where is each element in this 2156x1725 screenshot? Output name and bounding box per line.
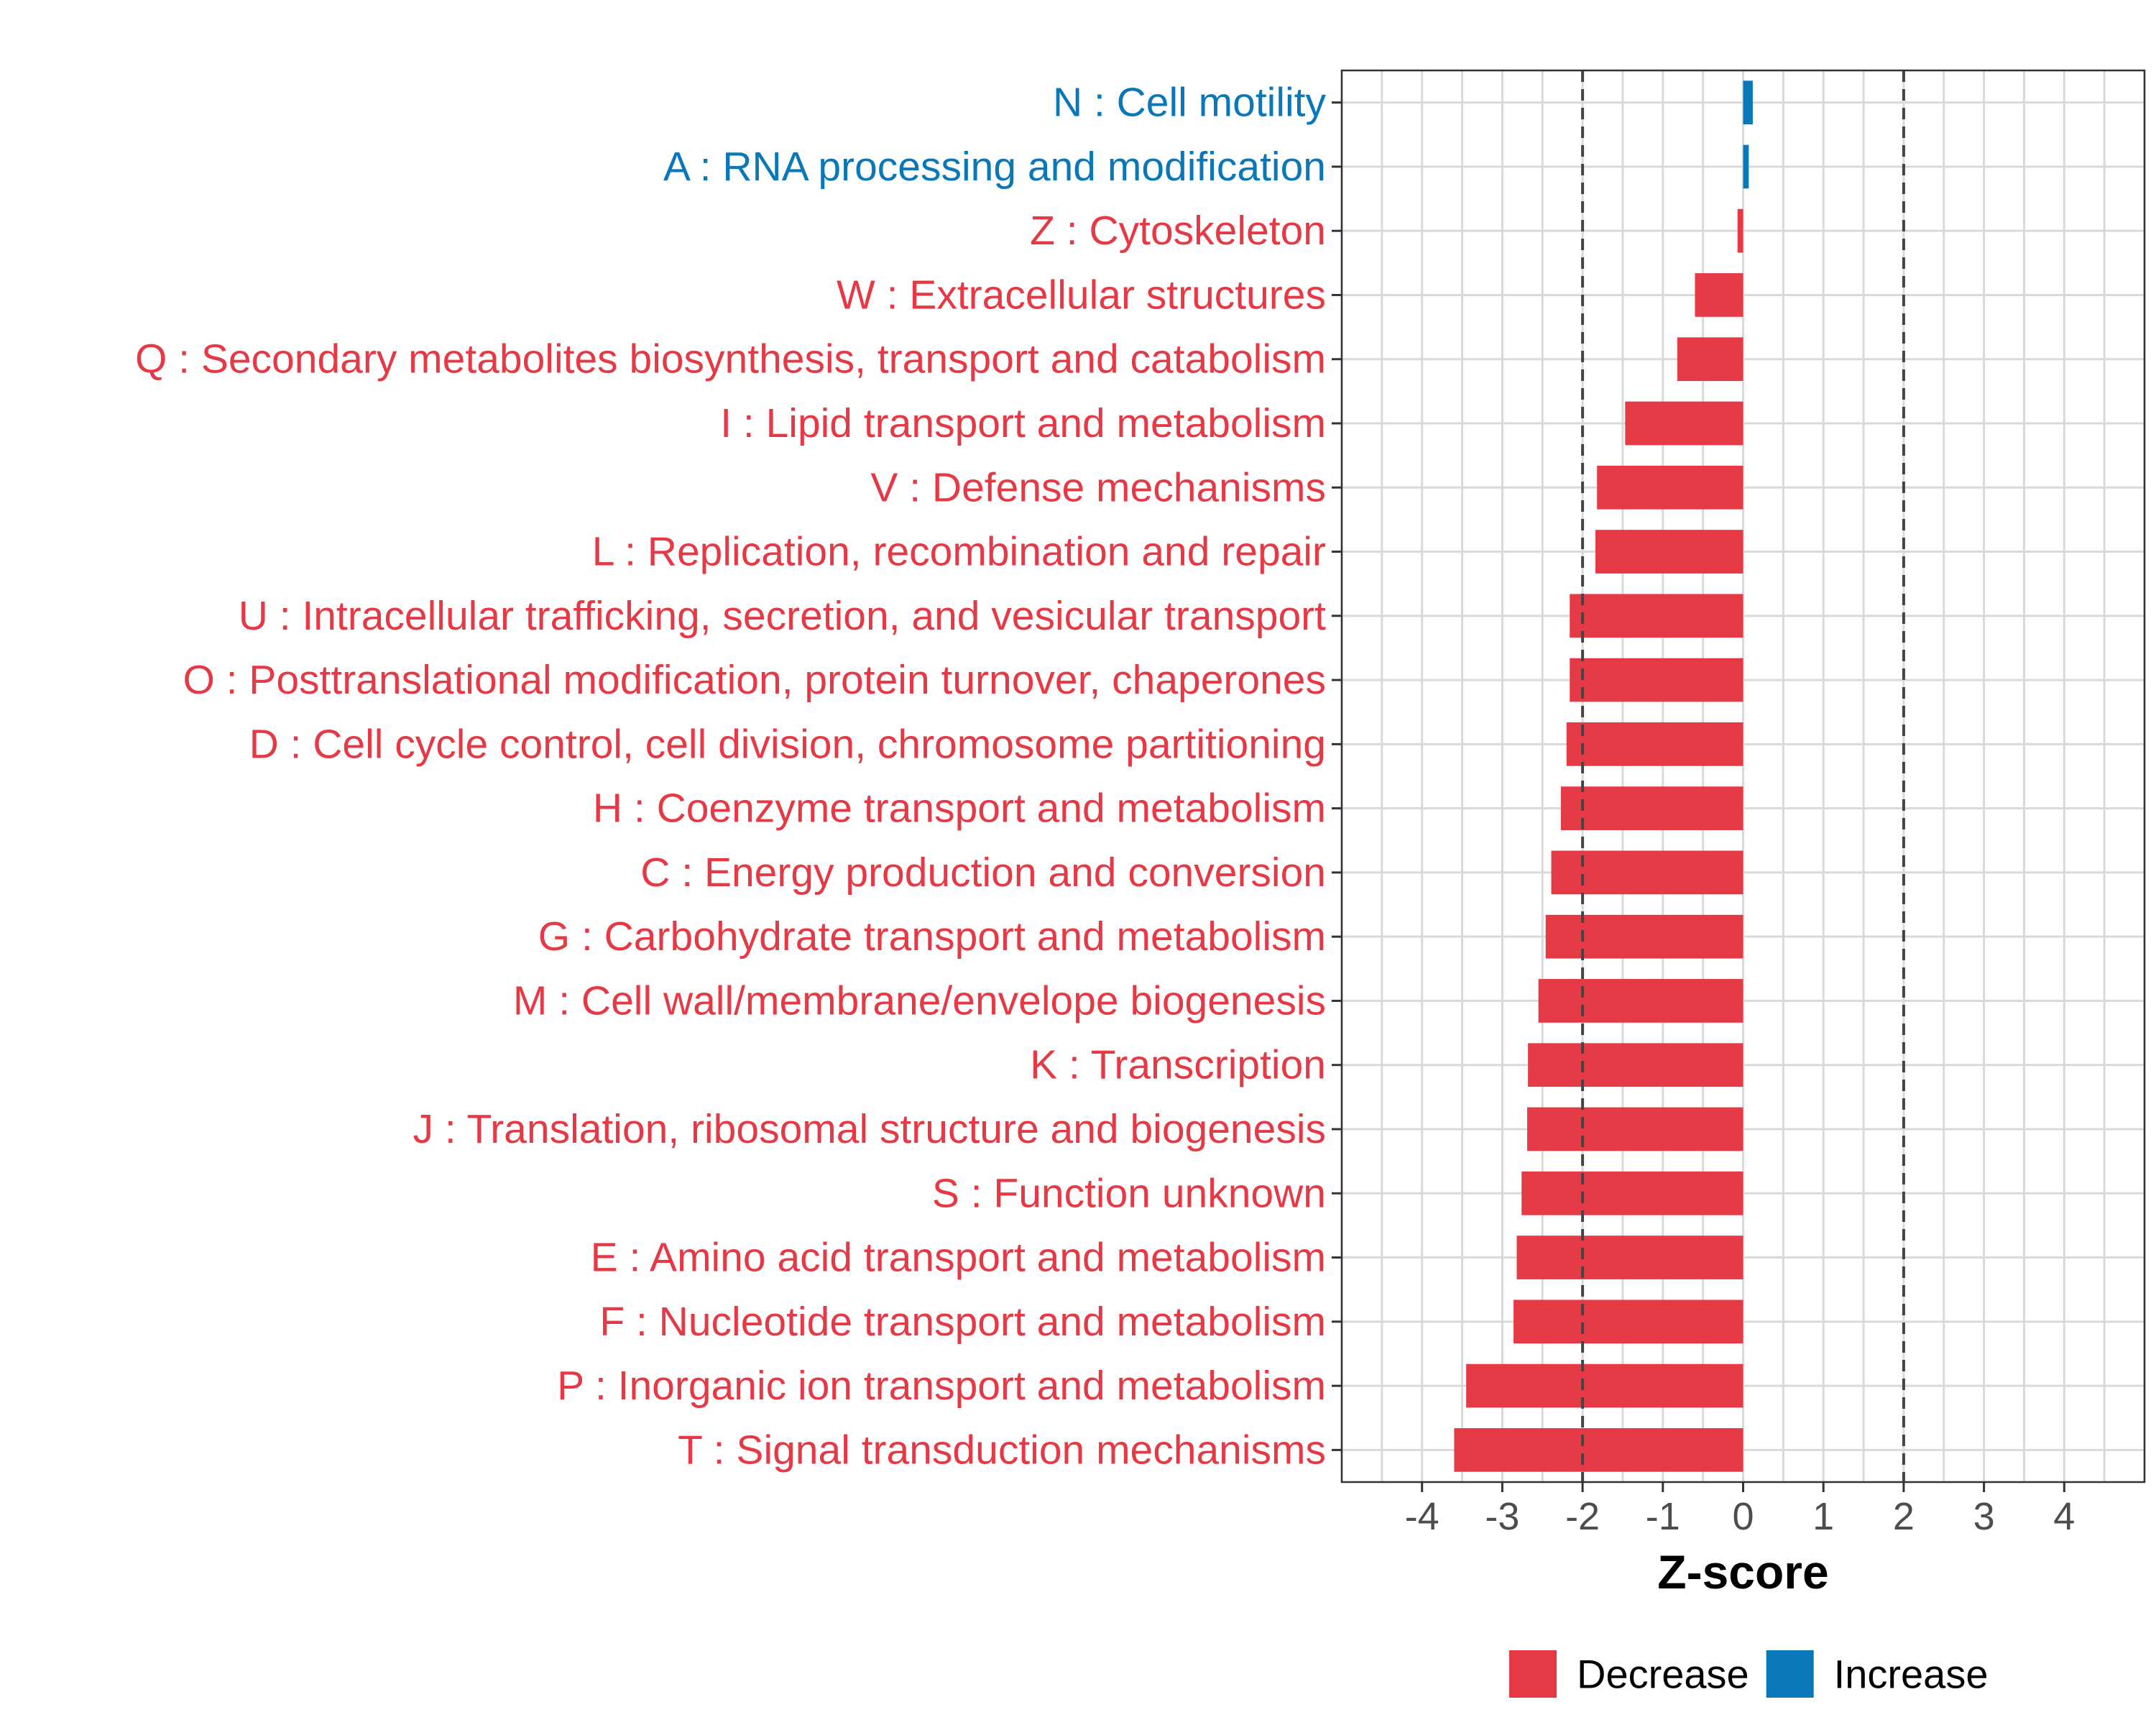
- bar: [1466, 1363, 1743, 1408]
- category-label: M : Cell wall/membrane/envelope biogenes…: [513, 978, 1326, 1024]
- bar: [1570, 594, 1743, 638]
- category-label: S : Function unknown: [932, 1170, 1326, 1216]
- category-label: U : Intracellular trafficking, secretion…: [239, 593, 1326, 639]
- legend-swatch: [1766, 1650, 1814, 1698]
- legend: Decrease Increase: [1509, 1650, 1988, 1698]
- x-tick-label: -1: [1646, 1495, 1680, 1538]
- bar: [1528, 1043, 1743, 1087]
- bar: [1743, 144, 1749, 189]
- bar: [1677, 337, 1743, 382]
- grid-layer: [1340, 70, 2146, 1482]
- category-label: W : Extracellular structures: [837, 272, 1326, 318]
- category-label: Z : Cytoskeleton: [1030, 208, 1326, 254]
- category-label: I : Lipid transport and metabolism: [720, 400, 1326, 446]
- bar: [1545, 914, 1743, 959]
- bar: [1743, 80, 1753, 124]
- x-tick-label: 3: [1973, 1495, 1995, 1538]
- category-label: G : Carbohydrate transport and metabolis…: [538, 914, 1326, 960]
- x-tick-label: -4: [1405, 1495, 1439, 1538]
- bar: [1454, 1428, 1743, 1472]
- category-label: K : Transcription: [1030, 1042, 1326, 1088]
- bar: [1597, 465, 1743, 510]
- category-label: J : Translation, ribosomal structure and…: [413, 1106, 1326, 1152]
- category-label: F : Nucleotide transport and metabolism: [599, 1299, 1326, 1345]
- bar: [1527, 1107, 1743, 1151]
- category-labels: N : Cell motility A : RNA processing and …: [135, 80, 1342, 1473]
- category-label: Q : Secondary metabolites biosynthesis, …: [135, 336, 1326, 382]
- x-tick-label: -2: [1565, 1495, 1600, 1538]
- threshold-layer: [1581, 70, 1905, 1482]
- bar: [1595, 530, 1743, 574]
- bar: [1566, 722, 1743, 766]
- category-label: H : Coenzyme transport and metabolism: [593, 786, 1326, 832]
- category-label: P : Inorganic ion transport and metaboli…: [557, 1363, 1326, 1409]
- bar: [1625, 401, 1743, 446]
- category-label: E : Amino acid transport and metabolism: [591, 1235, 1326, 1281]
- bar: [1514, 1300, 1743, 1344]
- x-axis-title: Z-score: [1657, 1545, 1828, 1598]
- category-label: C : Energy production and conversion: [640, 850, 1326, 896]
- category-label: V : Defense mechanisms: [870, 464, 1326, 510]
- bars-layer: [1454, 80, 1753, 1472]
- legend-swatch: [1509, 1650, 1557, 1698]
- x-tick-label: 4: [2053, 1495, 2075, 1538]
- bar: [1695, 273, 1743, 317]
- x-tick-label: -3: [1485, 1495, 1519, 1538]
- x-tick-label: 0: [1732, 1495, 1754, 1538]
- category-label: L : Replication, recombination and repai…: [592, 529, 1326, 575]
- bar: [1737, 208, 1743, 253]
- category-label: N : Cell motility: [1053, 80, 1327, 126]
- x-axis-ticks: -4 -3 -2 -1 0 1 2 3 4: [1405, 1482, 2075, 1538]
- category-label: O : Posttranslational modification, prot…: [183, 657, 1326, 703]
- legend-label: Decrease: [1577, 1652, 1749, 1697]
- x-tick-label: 1: [1812, 1495, 1834, 1538]
- category-label: T : Signal transduction mechanisms: [678, 1427, 1326, 1473]
- bar: [1538, 979, 1743, 1023]
- category-label: D : Cell cycle control, cell division, c…: [249, 721, 1326, 767]
- bar: [1516, 1236, 1743, 1279]
- bar: [1551, 850, 1743, 895]
- bar: [1521, 1171, 1743, 1215]
- category-label: A : RNA processing and modification: [663, 144, 1326, 190]
- bar: [1570, 658, 1743, 702]
- bar: [1560, 786, 1743, 830]
- legend-label: Increase: [1834, 1652, 1989, 1697]
- x-tick-label: 2: [1893, 1495, 1915, 1538]
